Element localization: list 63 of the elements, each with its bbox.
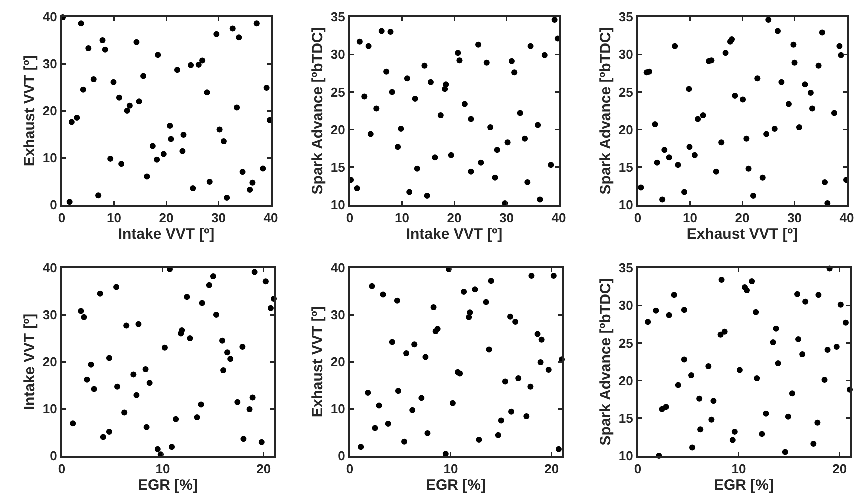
y-tick-label: 10: [330, 402, 346, 417]
y-tick-label: 20: [618, 122, 634, 138]
y-axis-title: Intake VVT [º]: [22, 314, 39, 410]
y-axis-title: Spark Advance [ºbTDC]: [598, 27, 615, 195]
x-tick-label: 20: [256, 462, 272, 477]
y-axis-title: Exhaust VVT [º]: [22, 55, 39, 167]
y-tick-label: 25: [618, 84, 634, 100]
y-axis-title: Spark Advance [ºbTDC]: [598, 278, 615, 446]
y-tick-label: 35: [618, 10, 634, 25]
y-axis-title: Exhaust VVT [º]: [310, 306, 327, 418]
x-tick-label: 40: [552, 210, 566, 226]
x-tick-label: 10: [395, 210, 410, 226]
y-tick-label: 0: [50, 198, 58, 213]
y-tick-label: 30: [330, 308, 346, 323]
y-tick-label: 20: [42, 104, 58, 119]
y-tick-label: 30: [330, 47, 346, 62]
y-tick-label: 40: [42, 260, 58, 276]
y-tick-label: 10: [618, 448, 634, 464]
y-tick-label: 10: [330, 198, 346, 213]
y-tick-label: 30: [42, 56, 58, 72]
x-tick-label: 10: [156, 462, 170, 477]
y-tick-label: 35: [330, 10, 346, 25]
y-tick-label: 15: [618, 160, 634, 175]
y-tick-label: 20: [330, 354, 346, 370]
y-tick-label: 15: [618, 410, 634, 426]
x-tick-label: 20: [544, 462, 560, 477]
y-tick-label: 25: [618, 336, 634, 351]
x-tick-label: 30: [212, 210, 226, 226]
y-tick-label: 0: [338, 448, 346, 464]
y-tick-label: 40: [330, 260, 346, 276]
x-tick-label: 20: [832, 462, 848, 477]
x-tick-label: 40: [840, 210, 854, 226]
x-axis-title: Exhaust VVT [º]: [686, 226, 798, 244]
y-tick-label: 10: [618, 198, 634, 213]
x-axis-title: EGR [%]: [138, 477, 198, 494]
x-tick-label: 10: [683, 210, 698, 226]
y-tick-label: 20: [330, 122, 346, 138]
y-tick-label: 35: [618, 260, 634, 276]
y-tick-label: 20: [42, 354, 58, 370]
x-tick-label: 30: [788, 210, 802, 226]
x-tick-label: 10: [107, 210, 122, 226]
x-tick-label: 20: [447, 210, 462, 226]
x-axis-title: Intake VVT [º]: [118, 226, 215, 244]
y-tick-label: 10: [42, 150, 58, 166]
x-tick-label: 30: [500, 210, 514, 226]
y-tick-label: 0: [50, 448, 58, 464]
x-axis-title: EGR [%]: [714, 477, 774, 494]
y-tick-label: 30: [618, 298, 634, 314]
y-axis-title: Spark Advance [ºbTDC]: [310, 27, 327, 195]
y-tick-label: 25: [330, 84, 346, 100]
y-tick-label: 20: [618, 373, 634, 388]
x-axis-title: Intake VVT [º]: [406, 226, 503, 244]
y-tick-label: 40: [42, 10, 58, 25]
y-tick-label: 30: [42, 308, 58, 323]
y-tick-label: 15: [330, 160, 346, 175]
x-tick-label: 10: [732, 462, 746, 477]
y-tick-label: 10: [42, 402, 58, 417]
x-tick-label: 40: [264, 210, 278, 226]
x-tick-label: 20: [159, 210, 174, 226]
y-tick-label: 30: [618, 47, 634, 62]
x-tick-label: 20: [735, 210, 750, 226]
x-tick-label: 10: [444, 462, 458, 477]
x-axis-title: EGR [%]: [426, 477, 486, 494]
